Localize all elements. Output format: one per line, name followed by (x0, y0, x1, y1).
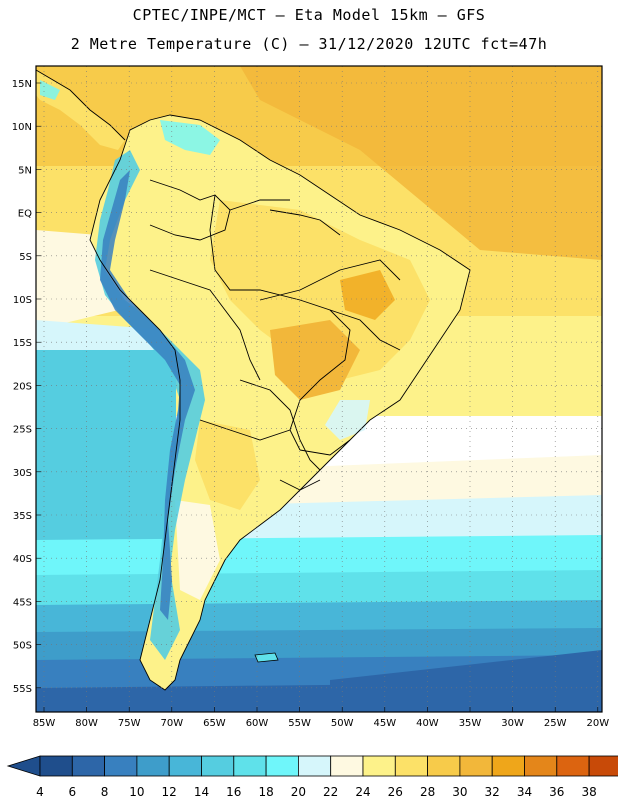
lat-label: 25S (13, 425, 32, 436)
lon-label: 80W (75, 718, 98, 729)
colorbar-label: 4 (36, 785, 44, 799)
lon-label: 55W (288, 718, 311, 729)
latitude-labels: 15N 10N 5N EQ 5S 10S 15S 20S 25S 30S 35S 40S 45S 50S 5… (12, 79, 32, 695)
lat-label: 30S (13, 468, 32, 479)
colorbar-label: 38 (581, 785, 596, 799)
lat-label: 5N (18, 165, 32, 176)
colorbar-swatch (71, 755, 106, 777)
central-america-highlands (40, 80, 60, 100)
lon-label: 70W (160, 718, 183, 729)
lon-label: 40W (416, 718, 439, 729)
colorbar-label: 16 (226, 785, 241, 799)
ocean-hot-core (240, 66, 602, 260)
falkland-islands (254, 652, 279, 663)
land-warm-chaco (195, 420, 260, 510)
lat-label: 20S (13, 381, 32, 392)
colorbar-swatch (265, 755, 299, 777)
colorbar-label: 18 (258, 785, 273, 799)
lat-label: 55S (13, 684, 32, 695)
lon-label: 85W (33, 718, 56, 729)
colorbar-label: 34 (517, 785, 532, 799)
colorbar-label: 24 (355, 785, 370, 799)
lon-label: 25W (544, 718, 567, 729)
pacific-cold (36, 350, 176, 550)
colorbar-label: 10 (129, 785, 144, 799)
colorbar-label: 12 (162, 785, 177, 799)
map-subtitle: 2 Metre Temperature (C) – 31/12/2020 12U… (70, 35, 548, 53)
colorbar-swatch (459, 755, 493, 777)
map-title: CPTEC/INPE/MCT – Eta Model 15km – GFS (132, 6, 486, 24)
colorbar: 4 6 8 10 12 14 16 18 20 22 24 26 28 30 32 34 36 38 (6, 755, 618, 799)
lon-label: 60W (246, 718, 269, 729)
colorbar-swatch (104, 755, 138, 777)
country-borders (36, 69, 471, 691)
lon-label: 20W (586, 718, 609, 729)
colorbar-label: 30 (452, 785, 467, 799)
land-hot-pantanal (270, 320, 360, 400)
lat-label: EQ (18, 209, 32, 220)
venezuela-highlands (160, 120, 220, 155)
lat-label: 40S (13, 554, 32, 565)
lon-label: 50W (331, 718, 354, 729)
colorbar-swatch (136, 755, 170, 777)
lat-label: 50S (13, 641, 32, 652)
colorbar-swatch (524, 755, 558, 777)
colorbar-swatch (330, 755, 364, 777)
colorbar-label: 22 (323, 785, 338, 799)
colorbar-swatch (491, 755, 525, 777)
colorbar-label: 14 (194, 785, 209, 799)
colorbar-label: 32 (485, 785, 500, 799)
lon-label: 45W (373, 718, 396, 729)
colorbar-swatch (233, 755, 267, 777)
colorbar-swatch (362, 755, 396, 777)
longitude-labels: 85W 80W 75W 70W 65W 60W 55W 50W 45W 40W 35W 30W 25W 2… (33, 718, 610, 729)
colorbar-swatch (201, 755, 235, 777)
colorbar-label: 36 (549, 785, 564, 799)
serra-do-mar (325, 400, 370, 440)
colorbar-label: 28 (420, 785, 435, 799)
colorbar-swatch (427, 755, 461, 777)
colorbar-label: 8 (101, 785, 109, 799)
lon-label: 35W (459, 718, 482, 729)
colorbar-label: 26 (388, 785, 403, 799)
colorbar-label: 20 (291, 785, 306, 799)
ocean-cold-east (330, 650, 602, 712)
colorbar-swatch (39, 755, 73, 777)
lat-label: 15S (13, 338, 32, 349)
graticule (36, 66, 602, 712)
colorbar-low-arrow (6, 755, 41, 777)
colorbar-swatch (168, 755, 202, 777)
colorbar-swatch (297, 755, 332, 777)
map-frame (35, 65, 603, 713)
lon-label: 30W (501, 718, 524, 729)
lat-label: 15N (12, 79, 32, 90)
colorbar-label: 6 (68, 785, 76, 799)
lon-label: 75W (118, 718, 141, 729)
land-patagonia-north (175, 500, 220, 600)
colorbar-swatch (588, 755, 618, 777)
colorbar-swatch (556, 755, 590, 777)
lat-label: 35S (13, 511, 32, 522)
lon-label: 65W (203, 718, 226, 729)
temperature-field (36, 66, 602, 712)
lat-label: 45S (13, 597, 32, 608)
lat-label: 5S (19, 252, 32, 263)
land-hot-center (340, 270, 395, 320)
lat-label: 10S (13, 295, 32, 306)
lat-label: 10N (12, 122, 32, 133)
colorbar-swatch (394, 755, 428, 777)
